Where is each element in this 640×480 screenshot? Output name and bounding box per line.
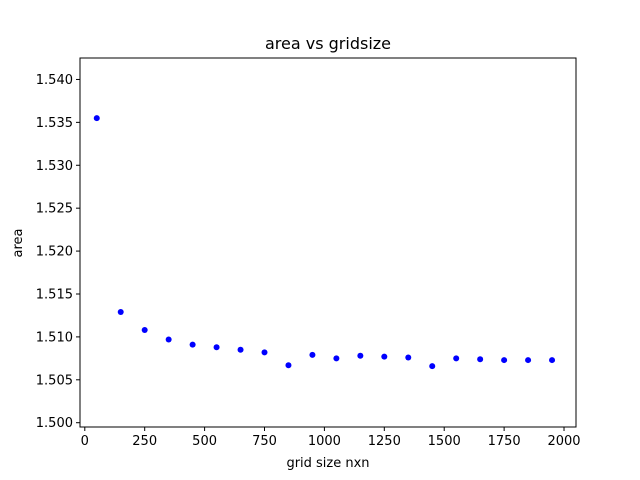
x-axis-ticks: 0 250 500 750 1000 1250 1500 1750 2000 bbox=[81, 427, 581, 449]
data-point bbox=[261, 349, 268, 356]
chart-title: area vs gridsize bbox=[265, 34, 391, 53]
plot-area bbox=[79, 57, 577, 428]
data-points bbox=[93, 115, 556, 370]
data-point bbox=[237, 346, 244, 353]
data-point bbox=[285, 362, 292, 369]
data-point bbox=[501, 357, 508, 364]
y-tick-label: 1.505 bbox=[36, 373, 73, 388]
y-tick-label: 1.515 bbox=[36, 287, 73, 302]
data-point bbox=[453, 355, 460, 362]
data-point bbox=[477, 356, 484, 363]
x-tick-label: 2000 bbox=[547, 434, 580, 449]
x-tick-label: 500 bbox=[192, 434, 217, 449]
y-tick-label: 1.540 bbox=[36, 73, 73, 88]
x-tick-label: 1250 bbox=[368, 434, 401, 449]
data-point bbox=[429, 363, 436, 370]
data-point bbox=[141, 327, 148, 334]
y-tick-label: 1.525 bbox=[36, 202, 73, 217]
x-axis-label: grid size nxn bbox=[286, 456, 369, 471]
y-axis-label: area bbox=[11, 229, 26, 258]
y-axis-ticks: 1.500 1.505 1.510 1.515 1.520 1.525 1.530 1.535… bbox=[36, 73, 80, 431]
x-tick-label: 1500 bbox=[428, 434, 461, 449]
y-tick-label: 1.500 bbox=[36, 416, 73, 431]
y-tick-label: 1.520 bbox=[36, 245, 73, 260]
data-point bbox=[93, 115, 100, 122]
data-point bbox=[309, 351, 316, 358]
data-point bbox=[549, 357, 556, 364]
data-point bbox=[189, 341, 196, 348]
data-point bbox=[405, 354, 412, 361]
x-tick-label: 250 bbox=[132, 434, 157, 449]
x-tick-label: 750 bbox=[252, 434, 277, 449]
data-point bbox=[333, 355, 340, 362]
x-tick-label: 1000 bbox=[308, 434, 341, 449]
data-point bbox=[117, 309, 124, 316]
y-tick-label: 1.530 bbox=[36, 159, 73, 174]
y-tick-label: 1.535 bbox=[36, 116, 73, 131]
axes-frame bbox=[79, 57, 577, 428]
data-point bbox=[381, 353, 388, 360]
data-point bbox=[357, 352, 364, 359]
data-point bbox=[525, 357, 532, 364]
data-point bbox=[213, 344, 220, 351]
x-tick-label: 1750 bbox=[488, 434, 521, 449]
data-point bbox=[165, 336, 172, 343]
x-tick-label: 0 bbox=[81, 434, 89, 449]
y-tick-label: 1.510 bbox=[36, 330, 73, 345]
